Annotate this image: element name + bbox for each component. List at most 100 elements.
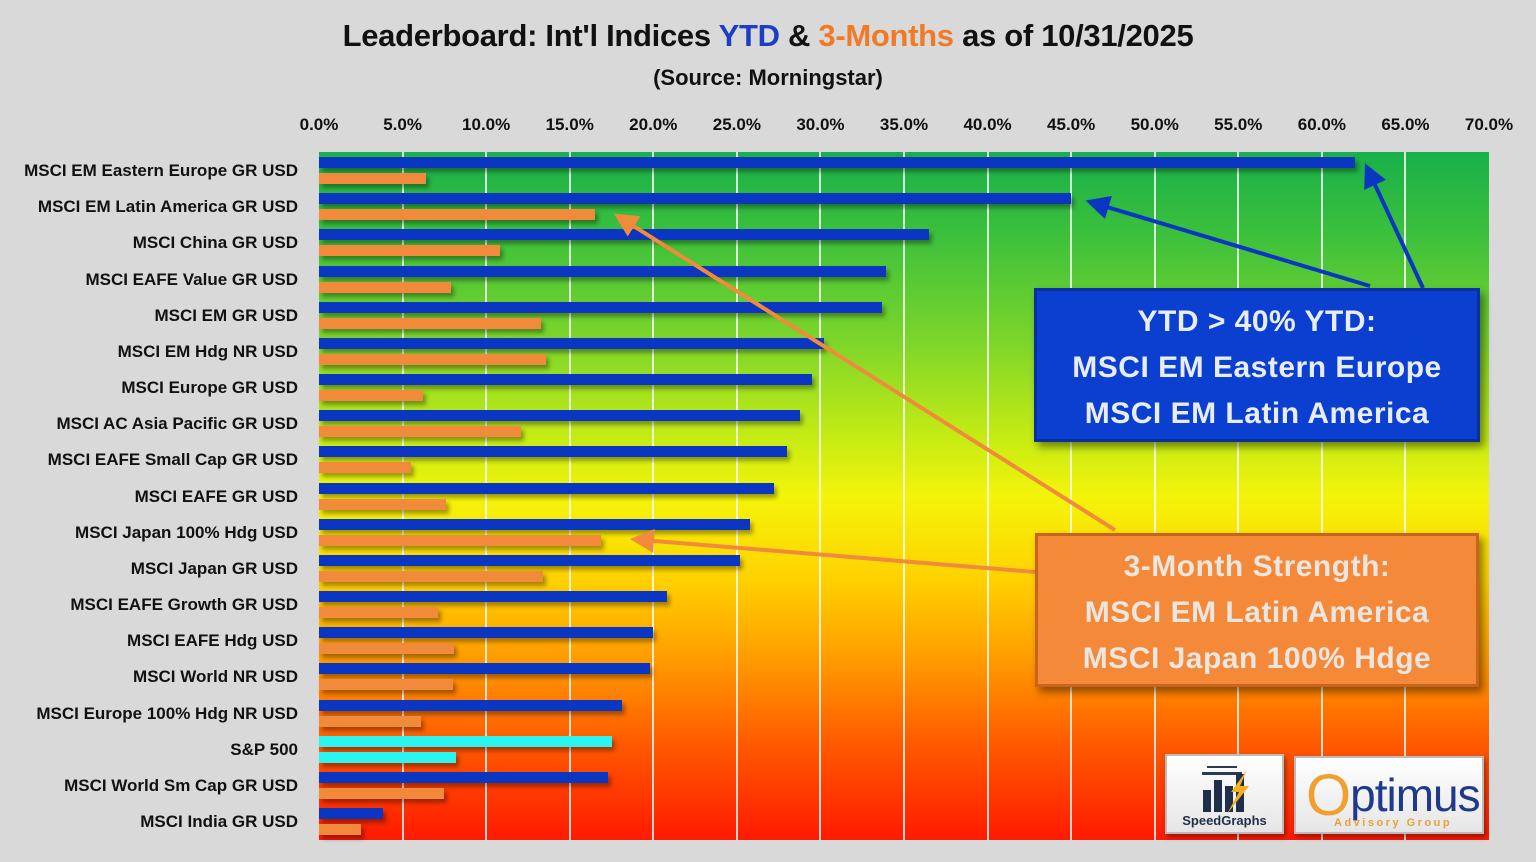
category-label: S&P 500 (230, 739, 298, 759)
ytd-bar (319, 265, 886, 277)
3month-bar (319, 353, 547, 365)
x-axis-ticks: 0.0% 5.0% 10.0% 15.0% 20.0% 25.0% 30.0% 35.0% 40… (0, 115, 1536, 137)
gridline (819, 152, 822, 840)
optimus-sub: Advisory Group (1334, 817, 1453, 829)
title-ytd: YTD (718, 18, 780, 53)
ytd-bar (319, 410, 801, 422)
3month-bar (319, 715, 421, 727)
ytd-bar (319, 193, 1072, 205)
3month-bar (319, 426, 522, 438)
3month-bar (319, 281, 452, 293)
x-tick-label: 60.0% (1297, 115, 1346, 134)
category-label: MSCI EM Eastern Europe GR USD (24, 161, 298, 180)
3month-callout-line1: 3-Month Strength: (1123, 550, 1391, 583)
3month-bar (319, 534, 602, 546)
ytd-bar (319, 591, 667, 602)
ytd-callout-line2: MSCI EM Eastern Europe (1072, 351, 1442, 384)
3month-bar (319, 570, 543, 582)
category-label: MSCI EAFE Growth GR USD (70, 595, 298, 614)
category-label: MSCI AC Asia Pacific GR USD (56, 414, 298, 434)
gridline (568, 152, 571, 840)
3month-bar (319, 209, 595, 221)
3month-bar (319, 679, 453, 691)
ytd-bar (319, 554, 741, 566)
gridline (903, 152, 905, 840)
x-tick-label: 45.0% (1047, 115, 1096, 134)
ytd-bar (319, 374, 813, 385)
title-3months: 3-Months (818, 18, 954, 53)
3month-bar (319, 824, 361, 835)
x-tick-label: 30.0% (796, 115, 845, 134)
category-label: MSCI Europe 100% Hdg NR USD (36, 703, 298, 723)
ytd-bar (319, 337, 824, 349)
3month-bar (319, 390, 423, 401)
ytd-bar (319, 229, 930, 241)
gridline (652, 152, 655, 840)
x-tick-label: 10.0% (462, 115, 511, 134)
category-label: MSCI EAFE GR USD (134, 486, 298, 506)
category-label: MSCI EAFE Value GR USD (85, 269, 298, 289)
title-suffix: as of 10/31/2025 (953, 18, 1194, 53)
gridline (1320, 152, 1323, 840)
ytd-bar (319, 157, 1356, 168)
ytd-callout: YTD > 40% YTD: MSCI EM Eastern Europe MS… (1034, 288, 1480, 442)
3month-bar (319, 643, 455, 655)
ytd-bar (319, 663, 650, 675)
category-label: MSCI EAFE Hdg USD (127, 631, 298, 651)
x-tick-label: 25.0% (712, 115, 761, 134)
x-tick-label: 50.0% (1130, 115, 1179, 134)
category-label: MSCI EAFE Small Cap GR USD (47, 450, 298, 470)
category-label: MSCI Europe GR USD (121, 378, 298, 397)
category-label: MSCI India GR USD (140, 812, 298, 831)
3month-callout: 3-Month Strength: MSCI EM Latin America … (1035, 533, 1479, 687)
optimus-wordmark: Optimus (1306, 758, 1481, 828)
3month-bar (319, 173, 426, 184)
ytd-callout-line1: YTD > 40% YTD: (1137, 305, 1377, 338)
x-tick-label: 15.0% (545, 115, 594, 134)
ytd-bar (319, 482, 774, 494)
plot-area (319, 152, 1489, 840)
gridline (401, 152, 404, 840)
gridline (1070, 152, 1073, 840)
category-label: MSCI Japan 100% Hdg USD (75, 522, 298, 542)
x-tick-label: 20.0% (629, 115, 678, 134)
ytd-bar (319, 771, 609, 783)
3month-bar (319, 498, 447, 510)
x-tick-label: 5.0% (383, 115, 422, 134)
gridline (1153, 152, 1156, 840)
chart-title: Leaderboard: Int'l Indices YTD & 3-Month… (0, 18, 1536, 54)
chart-subtitle: (Source: Morningstar) (653, 65, 883, 90)
category-label: MSCI World Sm Cap GR USD (64, 775, 298, 795)
optimus-o: O (1306, 763, 1351, 828)
bar-chart-lightning-icon (1202, 766, 1249, 814)
title-prefix: Leaderboard: Int'l Indices (342, 18, 719, 53)
ytd-bar (319, 446, 787, 458)
ytd-bar (319, 627, 654, 639)
x-tick-label: 65.0% (1381, 115, 1430, 134)
category-label: MSCI EM GR USD (154, 305, 298, 325)
gridline (1237, 152, 1240, 840)
title-amp: & (779, 18, 819, 53)
gridline (1404, 152, 1407, 840)
3month-bar (319, 607, 438, 618)
category-label: MSCI World NR USD (133, 667, 298, 687)
gridline (735, 152, 738, 840)
3month-bar (319, 787, 445, 799)
ytd-bar (319, 518, 751, 530)
category-label: MSCI Japan GR USD (130, 558, 298, 578)
optimus-main: ptimus (1350, 769, 1480, 821)
speedgraphs-label: SpeedGraphs (1182, 813, 1267, 828)
3month-callout-line3: MSCI Japan 100% Hdge (1082, 642, 1432, 675)
gridline (986, 152, 989, 840)
x-tick-label: 0.0% (299, 115, 339, 134)
ytd-callout-line3: MSCI EM Latin America (1084, 397, 1430, 430)
3month-bar (319, 751, 457, 763)
3month-bar (319, 317, 542, 329)
3month-callout-line2: MSCI EM Latin America (1084, 596, 1430, 629)
speedgraphs-logo: SpeedGraphs (1165, 754, 1284, 834)
x-tick-label: 70.0% (1464, 115, 1514, 134)
x-tick-label: 55.0% (1214, 115, 1263, 134)
x-tick-label: 40.0% (963, 115, 1012, 134)
category-label: MSCI China GR USD (132, 233, 298, 253)
ytd-bar (319, 699, 622, 711)
